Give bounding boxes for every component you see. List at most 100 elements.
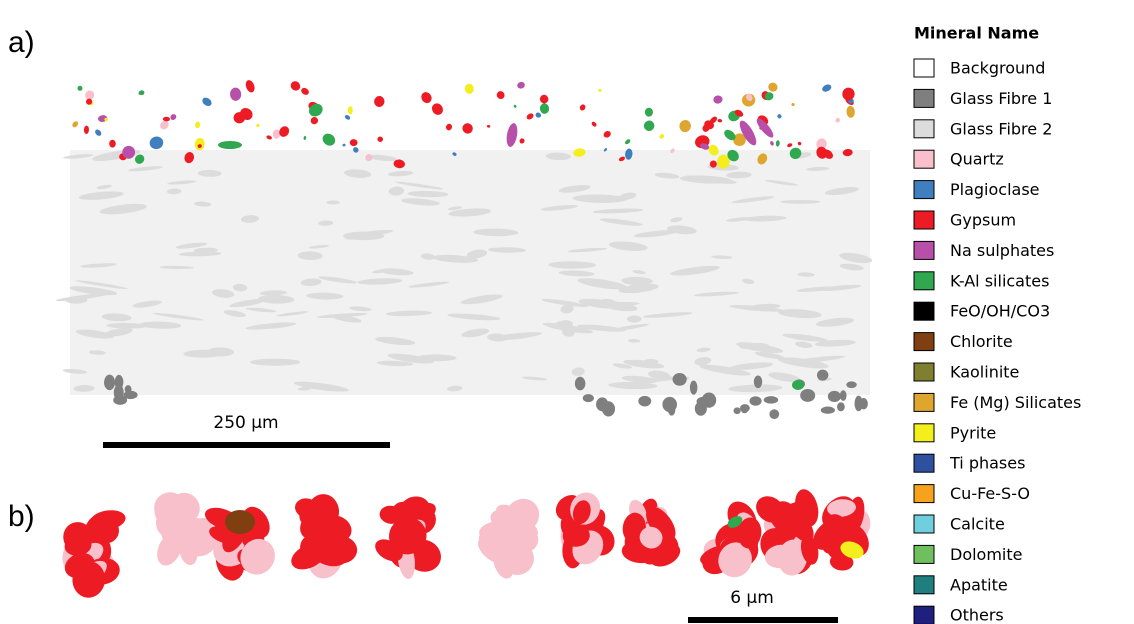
legend-label: Glass Fibre 2: [950, 119, 1052, 138]
mineral-grain: [342, 143, 346, 146]
mineral-grain: [764, 396, 779, 404]
legend-swatch: [914, 59, 934, 77]
mineral-grain: [495, 90, 506, 101]
mineral-map: [56, 79, 875, 599]
mineral-grain: [256, 123, 261, 128]
legend-swatch: [914, 241, 934, 259]
mineral-grain: [769, 140, 774, 146]
legend-label: Kaolinite: [950, 363, 1019, 382]
legend-swatch: [914, 211, 934, 229]
mineral-grain: [792, 380, 804, 390]
mineral-grain: [201, 96, 214, 108]
mineral-grain: [642, 118, 657, 133]
mineral-grain: [300, 86, 310, 96]
mineral-grain: [163, 117, 170, 122]
mineral-grain: [303, 136, 306, 140]
mineral-grain: [104, 375, 115, 391]
mineral-grain: [583, 394, 594, 402]
mineral-grain: [348, 106, 353, 114]
mineral-grain: [697, 397, 712, 406]
mineral-grain: [679, 119, 692, 132]
mineral-grain: [800, 389, 815, 402]
mineral-grain: [516, 81, 525, 89]
mineral-grain: [519, 137, 526, 144]
legend-swatch: [914, 606, 934, 624]
mineral-grain: [525, 112, 534, 121]
legend-swatch: [914, 89, 934, 107]
mineral-grain: [350, 139, 358, 146]
scale-label: 250 µm: [213, 413, 278, 433]
mineral-grain: [194, 138, 205, 151]
mineral-grain: [169, 113, 177, 121]
mineral-grain: [840, 390, 847, 401]
mineral-grain: [828, 391, 841, 402]
legend-swatch: [914, 576, 934, 594]
legend-swatch: [914, 424, 934, 442]
mineral-grain: [797, 141, 802, 146]
mineral-grain: [713, 95, 723, 104]
mineral-grain: [539, 103, 550, 115]
legend-swatch: [914, 181, 934, 199]
legend-swatch: [914, 333, 934, 351]
legend-label: Cu-Fe-S-O: [950, 484, 1030, 503]
legend-label: Dolomite: [950, 545, 1023, 564]
legend-label: Gypsum: [950, 211, 1016, 230]
mineral-grain: [821, 407, 835, 414]
legend-label: Others: [950, 606, 1004, 624]
mineral-grain: [690, 381, 698, 395]
mineral-grain: [513, 104, 517, 108]
legend-swatch: [914, 150, 934, 168]
mineral-grain: [734, 407, 741, 414]
mineral-grain: [230, 87, 242, 101]
mineral-grain: [624, 138, 631, 145]
mineral-grain: [464, 83, 475, 95]
mineral-grain: [460, 121, 475, 136]
mineral-grain: [754, 375, 762, 388]
scale-label: 6 µm: [730, 588, 774, 608]
mineral-grain: [602, 401, 615, 416]
mineral-grain: [817, 370, 828, 381]
mineral-grain: [673, 373, 687, 386]
mineral-grain: [598, 88, 602, 92]
legend-label: Plagioclase: [950, 180, 1040, 199]
mineral-grain: [250, 359, 300, 366]
legend-label: Background: [950, 59, 1045, 78]
mineral-grain: [138, 90, 144, 96]
legend-label: Fe (Mg) Silicates: [950, 393, 1081, 412]
mineral-grain: [777, 113, 783, 119]
mineral-grain: [377, 136, 384, 143]
mineral-grain: [195, 121, 201, 128]
mineral-grain: [289, 79, 302, 92]
mineral-grain: [717, 119, 722, 123]
mineral-grain: [638, 396, 651, 407]
mineral-grain: [575, 377, 586, 391]
legend-label: Calcite: [950, 515, 1005, 534]
legend-swatch: [914, 545, 934, 563]
mineral-grain: [320, 131, 337, 148]
mineral-grain: [769, 409, 779, 419]
mineral-grain: [487, 125, 491, 128]
mineral-grain: [846, 106, 855, 118]
mineral-grain: [787, 143, 793, 148]
legend-swatch: [914, 363, 934, 381]
mineral-grain: [218, 141, 242, 149]
legend-label: Quartz: [950, 150, 1004, 169]
legend-swatch: [914, 485, 934, 503]
legend-title: Mineral Name: [914, 24, 1039, 43]
legend-label: Chlorite: [950, 332, 1013, 351]
mineral-grain: [846, 381, 856, 388]
mineral-grain: [225, 510, 255, 534]
legend: BackgroundGlass Fibre 1Glass Fibre 2Quar…: [914, 59, 1081, 624]
mineral-grain: [77, 86, 82, 92]
mineral-grain: [84, 126, 89, 135]
mineral-grain: [419, 90, 433, 105]
mineral-grain: [767, 81, 780, 93]
mineral-grain: [776, 140, 780, 147]
legend-swatch: [914, 302, 934, 320]
mineral-grain: [114, 385, 124, 401]
legend-swatch: [914, 515, 934, 533]
mineral-grain: [658, 133, 665, 140]
mineral-grain: [535, 111, 542, 118]
mineral-grain: [837, 402, 845, 411]
mineral-grain: [309, 115, 319, 125]
